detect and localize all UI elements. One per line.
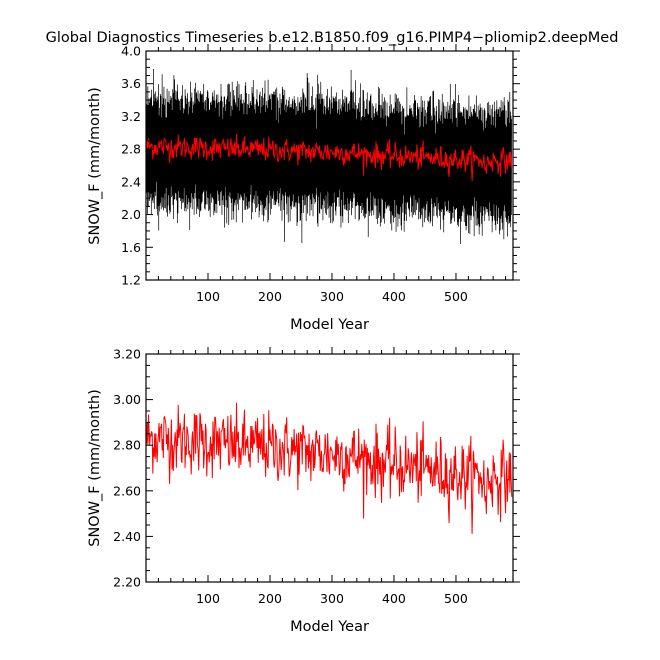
x-tick-label: 100 [196, 289, 220, 304]
series-monthly-line [146, 68, 512, 245]
y-tick-label: 2.80 [113, 438, 141, 453]
y-tick-label: 2.4 [121, 174, 141, 189]
x-tick-label: 300 [320, 289, 344, 304]
y-tick-label: 2.60 [113, 483, 141, 498]
y-tick-label: 3.00 [113, 392, 141, 407]
x-tick-label: 500 [444, 591, 468, 606]
series-annual-line [146, 133, 513, 181]
x-axis-label: Model Year [290, 619, 369, 635]
x-tick-label: 200 [258, 289, 282, 304]
x-tick-label: 400 [382, 289, 406, 304]
y-axis-label: SNOW_F (mm/month) [87, 389, 103, 547]
y-tick-label: 3.6 [121, 76, 141, 91]
y-tick-label: 2.20 [113, 575, 141, 590]
y-tick-label: 3.20 [113, 347, 141, 362]
top-panel: 100 200 300 400 500 1.2 1.6 2.0 2.4 2.8 3.2 3.6 4.0 M… [87, 44, 520, 333]
y-tick-label: 2.40 [113, 529, 141, 544]
y-tick-label: 1.2 [121, 273, 141, 288]
y-tick-label: 4.0 [121, 44, 141, 59]
x-axis-label: Model Year [290, 317, 369, 333]
y-axis-label: SNOW_F (mm/month) [87, 87, 103, 245]
x-tick-label: 400 [382, 591, 406, 606]
x-tick-label: 200 [258, 591, 282, 606]
y-tick-label: 2.8 [121, 142, 141, 157]
bottom-panel: 100 200 300 400 500 2.20 2.40 2.60 2.80 3.00 3.20 M… [87, 347, 520, 635]
series-annual-line [146, 402, 513, 534]
y-tick-label: 3.2 [121, 109, 141, 124]
x-tick-label: 500 [444, 289, 468, 304]
x-tick-label: 100 [196, 591, 220, 606]
y-tick-label: 1.6 [121, 240, 141, 255]
y-tick-label: 2.0 [121, 207, 141, 222]
figure-title: Global Diagnostics Timeseries b.e12.B185… [46, 30, 619, 46]
x-tick-label: 300 [320, 591, 344, 606]
